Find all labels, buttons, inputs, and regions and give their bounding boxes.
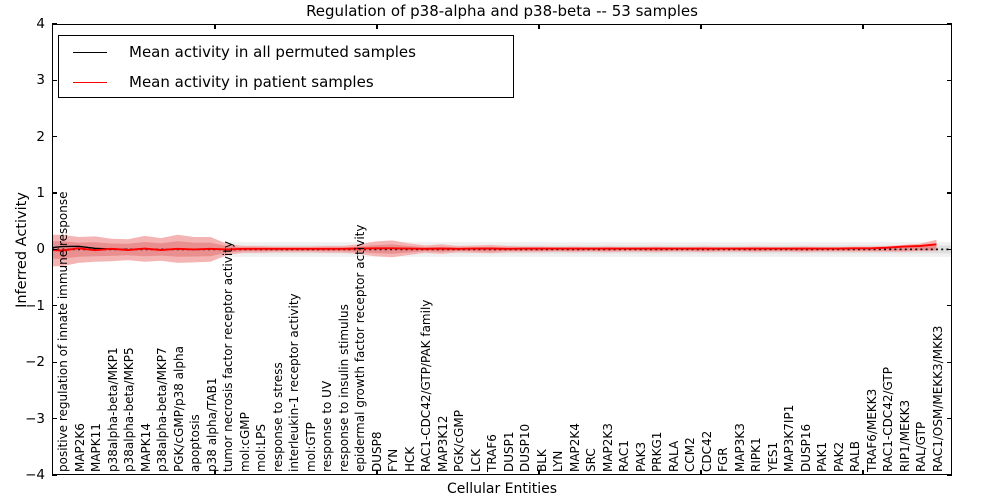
y-tick-label: −3 (25, 410, 45, 427)
x-category-label: HCK (402, 446, 417, 472)
x-category-label: PAK1 (815, 441, 829, 472)
x-category-label: RAC1 (617, 440, 631, 472)
x-category-label: RIPK1 (749, 437, 763, 472)
x-category-label: MAP2K4 (567, 423, 582, 472)
x-category-label: SRC (584, 448, 598, 472)
x-category-label: RAC1-CDC42/GTP/PAK family (419, 299, 433, 472)
x-category-label: BLK (534, 449, 549, 472)
x-category-label: DUSP1 (501, 431, 516, 472)
x-category-label: response to insulin stimulus (336, 304, 351, 472)
x-category-label: mol:GTP (303, 422, 318, 472)
x-category-label: RAC1-CDC42/GTP (881, 367, 895, 472)
x-category-label: RALA (666, 440, 681, 472)
y-tick-label: −2 (25, 354, 45, 371)
x-category-label: CCM2 (683, 437, 697, 472)
x-category-label: p38alpha-beta/MKP1 (105, 347, 120, 472)
x-category-label: PGK/cGMP/p38 alpha (171, 346, 186, 472)
x-category-label: TRAF6/MEKK3 (864, 388, 879, 472)
patient-line-sample-icon (73, 81, 107, 83)
permuted-line-sample-icon (73, 51, 107, 53)
x-category-label: LCK (468, 449, 483, 472)
x-category-label: PAK2 (831, 441, 846, 472)
x-category-label: MAP3K7IP1 (782, 404, 796, 472)
x-category-label: MAPK11 (89, 423, 103, 472)
x-category-label: response to stress (270, 362, 285, 472)
x-category-label: MAP2K6 (72, 423, 87, 472)
x-category-label: TRAF6 (485, 434, 499, 472)
x-category-label: RAL/GTP (914, 421, 928, 472)
y-tick-label: 4 (36, 15, 45, 32)
y-tick-label: 1 (36, 185, 45, 201)
x-category-label: RALB (848, 441, 862, 472)
x-category-label: MAP2K3 (600, 423, 615, 472)
legend-item-permuted: Mean activity in all permuted samples (59, 37, 513, 67)
x-category-label: MAPK14 (138, 423, 153, 472)
x-category-label: p38alpha-beta/MKP5 (122, 347, 136, 472)
x-category-label: LYN (551, 450, 565, 472)
y-tick-label: 3 (36, 72, 45, 89)
y-tick-label: −4 (25, 467, 45, 483)
y-tick-label: 2 (36, 128, 45, 145)
patient-mean-line (52, 243, 937, 252)
x-category-label: MAP3K3 (732, 423, 747, 472)
x-category-label: DUSP10 (518, 423, 532, 472)
x-category-label: DUSP16 (798, 423, 813, 472)
chart-drawing (52, 234, 952, 267)
x-category-label: tumor necrosis factor receptor activity (221, 241, 235, 472)
x-category-label: PRKG1 (650, 431, 664, 472)
x-category-label: p38 alpha/TAB1 (204, 377, 219, 472)
legend-item-patient: Mean activity in patient samples (59, 67, 513, 97)
x-axis-label: Cellular Entities (446, 481, 558, 497)
x-category-label: positive regulation of innate immune res… (56, 191, 70, 472)
x-category-label: epidermal growth factor receptor activit… (353, 224, 367, 472)
legend: Mean activity in all permuted samples Me… (58, 35, 514, 98)
x-category-label: FYN (386, 448, 400, 472)
x-category-label: p38alpha-beta/MKP7 (155, 347, 169, 472)
x-category-label: YES1 (765, 441, 780, 472)
legend-label-patient: Mean activity in patient samples (129, 73, 374, 91)
x-category-label: mol:cGMP (237, 412, 252, 472)
x-category-label: MAP3K12 (435, 415, 450, 472)
x-category-label: CDC42 (699, 430, 714, 472)
chart-title: Regulation of p38-alpha and p38-beta -- … (306, 2, 698, 20)
x-category-label: PGK/cGMP (452, 410, 466, 472)
x-category-label: mol:LPS (254, 424, 268, 472)
x-category-label: DUSP8 (369, 431, 384, 472)
y-tick-label: −1 (25, 297, 45, 314)
x-category-label: apoptosis (188, 414, 202, 472)
x-category-label: response to UV (320, 380, 334, 472)
y-tick-label: 0 (36, 241, 45, 258)
x-category-label: FGR (716, 447, 730, 472)
x-category-label: PAK3 (633, 441, 648, 472)
x-category-label: RIP1/MEKK3 (897, 399, 912, 472)
x-category-label: interleukin-1 receptor activity (287, 293, 301, 472)
x-category-label: RAC1/OSM/MEKK3/MKK3 (930, 325, 945, 472)
legend-label-permuted: Mean activity in all permuted samples (129, 43, 416, 61)
